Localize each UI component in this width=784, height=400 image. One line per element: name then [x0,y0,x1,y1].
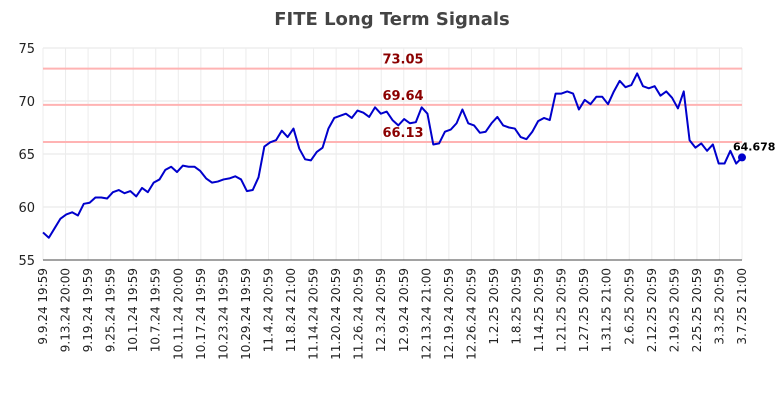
x-tick-label: 3.7.25 21:00 [735,268,749,345]
x-axis: 9.9.24 19:59 9.13.24 20:00 9.19.24 19:59 9.… [36,268,749,360]
x-tick-label: 2.12.25 20:59 [645,268,659,352]
x-tick-label: 12.26.24 20:59 [464,268,478,360]
last-point-marker [738,153,746,162]
x-tick-label: 9.9.24 19:59 [36,268,50,345]
x-tick-label: 11.14.24 20:59 [307,268,321,360]
x-tick-label: 1.2.25 20:59 [487,268,501,345]
y-tick-label: 60 [18,201,35,216]
x-tick-label: 1.21.25 20:59 [555,268,569,352]
last-point-label: 64.678 [733,140,775,153]
x-tick-label: 9.25.24 19:59 [104,268,118,352]
x-tick-label: 1.27.25 20:59 [577,268,591,352]
x-tick-label: 12.9.24 20:59 [397,268,411,352]
x-tick-label: 10.1.24 19:59 [126,268,140,352]
x-tick-label: 9.13.24 20:00 [59,268,73,352]
signal-level-label: 69.64 [382,89,423,104]
price-line [42,72,743,239]
x-tick-label: 11.8.24 21:00 [284,268,298,352]
y-tick-label: 75 [18,42,35,57]
x-tick-label: 12.19.24 20:59 [442,268,456,360]
x-tick-label: 10.7.24 19:59 [149,268,163,352]
x-tick-label: 12.3.24 20:59 [374,268,388,352]
x-tick-label: 11.26.24 20:59 [352,268,366,360]
x-tick-label: 2.19.25 20:59 [667,268,681,352]
signal-level-label: 73.05 [382,53,423,68]
y-axis: 55 60 65 70 75 [18,42,35,269]
x-tick-label: 11.4.24 20:59 [261,268,275,352]
chart-title: FITE Long Term Signals [274,9,510,30]
x-tick-label: 3.3.25 20:59 [712,268,726,345]
x-tick-label: 10.29.24 19:59 [239,268,253,360]
x-tick-label: 2.25.25 20:59 [690,268,704,352]
x-tick-label: 1.8.25 20:59 [510,268,524,345]
x-tick-label: 11.20.24 20:59 [329,268,343,360]
x-tick-label: 12.13.24 21:00 [419,268,433,360]
x-tick-label: 10.17.24 19:59 [194,268,208,360]
series-layer: 64.678 [42,72,775,239]
x-tick-label: 9.19.24 19:59 [81,268,95,352]
x-tick-label: 10.11.24 20:00 [171,268,185,360]
y-tick-label: 70 [18,95,35,110]
x-tick-label: 2.6.25 20:59 [622,268,636,345]
signal-levels: 73.05 69.64 66.13 [43,53,742,144]
y-tick-label: 55 [18,254,35,269]
x-tick-label: 1.31.25 21:00 [600,268,614,352]
x-tick-label: 10.23.24 19:59 [216,268,230,360]
signal-level-label: 66.13 [382,126,423,141]
x-tick-label: 1.14.25 20:59 [532,268,546,352]
y-tick-label: 65 [18,148,35,163]
grid [42,47,743,261]
